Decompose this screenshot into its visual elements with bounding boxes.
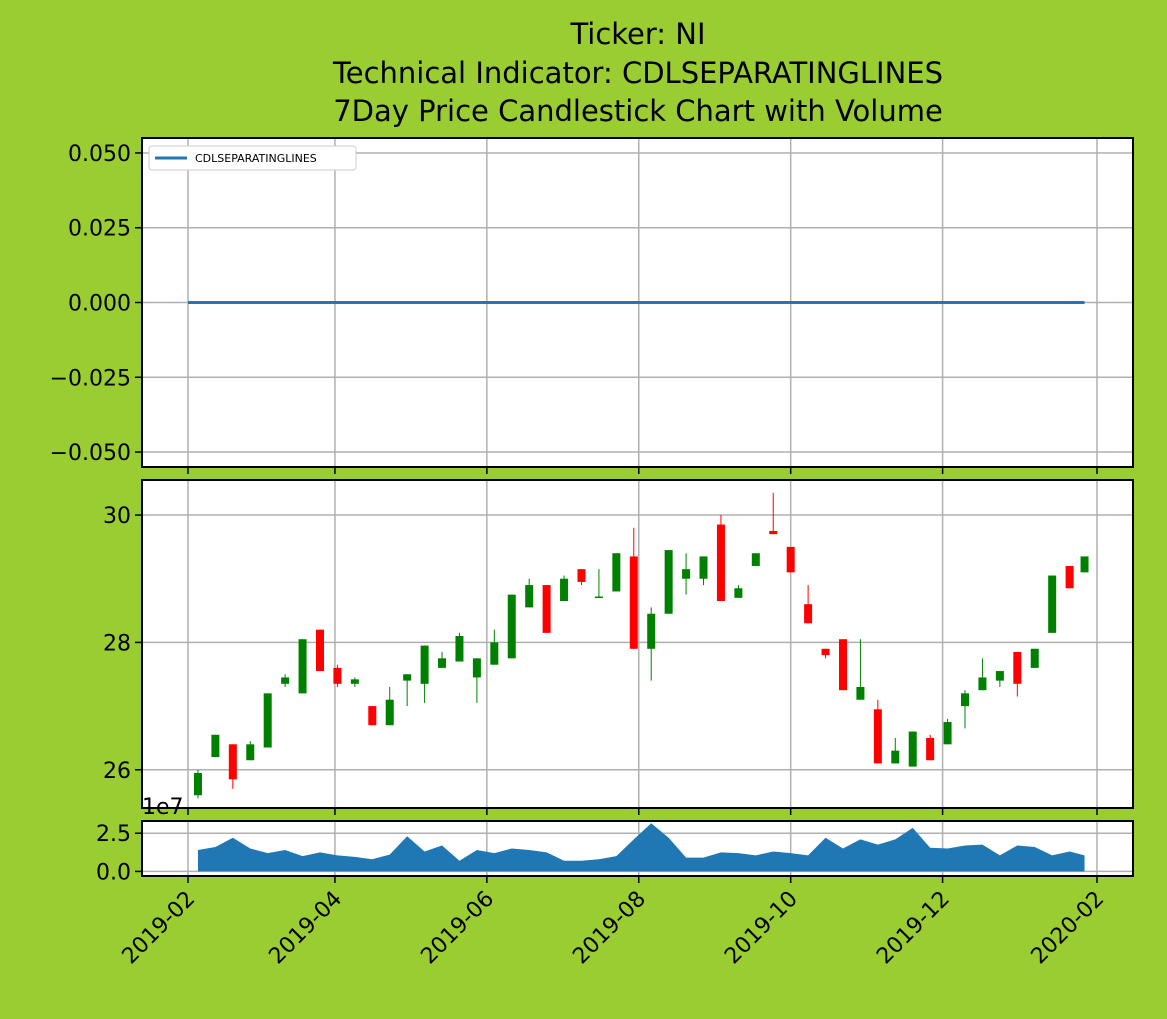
candle-body-28: [682, 569, 691, 579]
indicator-ytick-label-3: −0.025: [50, 366, 131, 391]
indicator-ytick-label-0: 0.050: [68, 142, 131, 167]
volume-ytick-label-0: 2.5: [96, 822, 131, 847]
price-panel: 30 28 26: [103, 479, 1134, 809]
candle-body-10: [368, 706, 377, 726]
candle-body-44: [961, 693, 970, 707]
candle-body-12: [403, 674, 412, 681]
candle-body-3: [246, 744, 255, 761]
candle-body-27: [664, 550, 673, 614]
candle-body-0: [193, 772, 202, 796]
candle-body-41: [908, 731, 917, 767]
candle-body-30: [716, 524, 725, 602]
candle-body-40: [891, 750, 900, 764]
candle-body-19: [525, 585, 534, 608]
volume-y-tick-labels: 2.5 0.0: [96, 822, 142, 885]
candle-body-5: [281, 677, 290, 684]
legend-label: CDLSEPARATINGLINES: [195, 152, 317, 165]
candle-body-17: [490, 642, 499, 665]
candle-body-20: [542, 585, 551, 633]
price-ytick-label-2: 26: [103, 759, 131, 784]
candle-body-43: [943, 722, 952, 745]
candle-body-22: [577, 569, 586, 582]
candle-body-6: [298, 639, 307, 694]
candle-body-7: [315, 629, 324, 672]
candle-body-13: [420, 645, 429, 684]
candle-body-25: [629, 556, 638, 649]
candle-body-14: [438, 658, 447, 668]
candle-body-2: [228, 744, 237, 780]
candle-body-48: [1030, 648, 1039, 668]
x-axis-ticks: [187, 467, 1098, 883]
candle-body-1: [211, 734, 220, 758]
indicator-ytick-label-2: 0.000: [68, 292, 131, 317]
candle-body-16: [472, 658, 481, 678]
candle-body-11: [385, 699, 394, 726]
title-line-1: Ticker: NI: [569, 17, 705, 51]
candle-body-37: [838, 639, 847, 691]
price-y-tick-labels: 30 28 26: [103, 504, 142, 784]
chart-title: Ticker: NI Technical Indicator: CDLSEPAR…: [332, 17, 943, 128]
candle-body-9: [350, 679, 359, 684]
volume-frame: [141, 820, 1134, 877]
candlesticks: [193, 492, 1089, 799]
indicator-ytick-label-1: 0.025: [68, 217, 131, 242]
volume-area: [197, 823, 1085, 872]
volume-offset-label: 1e7: [142, 795, 184, 820]
price-frame: [141, 479, 1134, 809]
candle-body-34: [786, 546, 795, 573]
volume-ytick-label-1: 0.0: [96, 860, 131, 885]
candle-body-46: [995, 671, 1004, 681]
title-line-2: Technical Indicator: CDLSEPARATINGLINES: [332, 56, 943, 90]
candle-body-50: [1065, 565, 1074, 589]
volume-panel: 2.5 0.0 1e7: [96, 795, 1134, 885]
candle-body-47: [1013, 651, 1022, 684]
price-ytick-label-1: 28: [103, 631, 131, 656]
title-line-3: 7Day Price Candlestick Chart with Volume: [333, 94, 943, 128]
price-ytick-label-0: 30: [103, 504, 131, 529]
candle-body-24: [612, 553, 621, 592]
candle-body-4: [263, 693, 272, 748]
candle-body-49: [1048, 575, 1057, 633]
candle-body-23: [594, 596, 603, 599]
candle-body-33: [769, 530, 778, 535]
candle-body-36: [821, 648, 830, 656]
indicator-panel: 0.050 0.025 0.000 −0.025 −0.050 CDLSEPARATIN…: [50, 137, 1134, 468]
candle-body-51: [1080, 556, 1089, 573]
candle-body-38: [856, 686, 865, 700]
candle-body-21: [560, 578, 569, 602]
candle-body-15: [455, 636, 464, 662]
candle-body-18: [507, 594, 516, 659]
candle-body-35: [804, 604, 813, 624]
candle-body-26: [647, 613, 656, 649]
indicator-ytick-label-4: −0.050: [50, 441, 131, 466]
candle-body-31: [734, 588, 743, 598]
candle-body-32: [751, 553, 760, 566]
indicator-y-tick-labels: 0.050 0.025 0.000 −0.025 −0.050: [50, 142, 142, 466]
candle-body-42: [926, 737, 935, 761]
candle-body-29: [699, 556, 708, 579]
legend-box: [148, 145, 357, 171]
candle-body-8: [333, 667, 342, 684]
candle-body-45: [978, 677, 987, 691]
candle-body-39: [873, 709, 882, 764]
indicator-frame: [141, 137, 1134, 468]
indicator-legend: CDLSEPARATINGLINES: [148, 145, 357, 171]
